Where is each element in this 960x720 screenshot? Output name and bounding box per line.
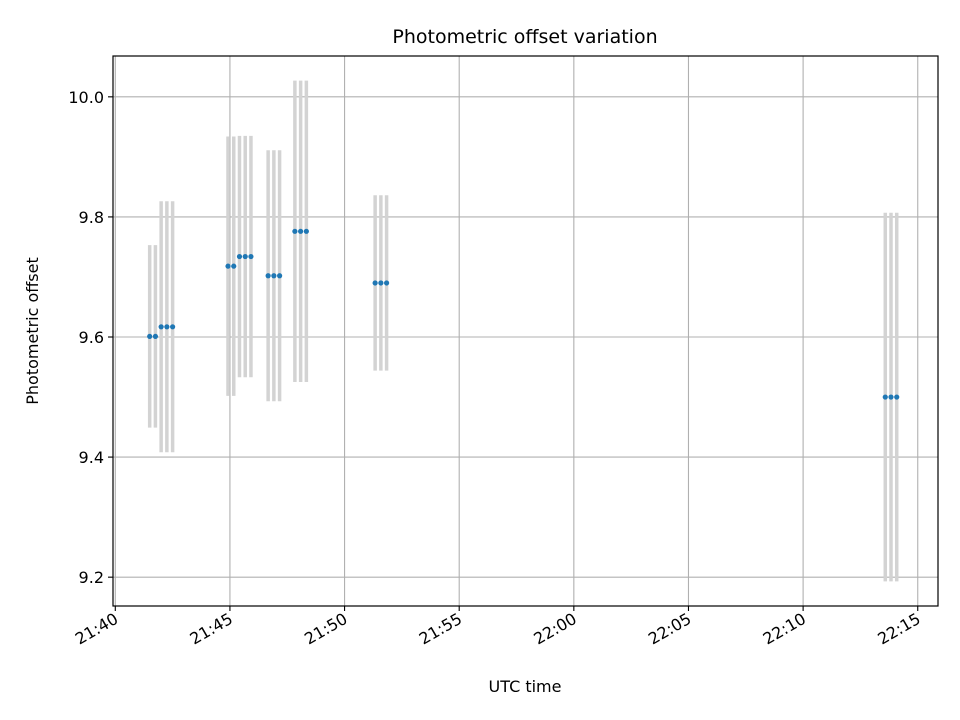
x-tick-label: 21:55 <box>416 609 465 649</box>
y-axis-label: Photometric offset <box>23 257 42 405</box>
data-point <box>292 228 298 234</box>
data-point <box>383 280 390 286</box>
x-tick-label: 22:15 <box>874 609 923 649</box>
x-axis-ticks: 21:40 21:45 21:50 21:55 22:00 22:05 22:10 22:15 <box>72 606 924 649</box>
x-tick-label: 21:45 <box>186 609 235 649</box>
data-point <box>248 253 254 260</box>
data-point <box>888 394 894 400</box>
x-tick-label: 21:40 <box>72 609 121 649</box>
data-point <box>265 273 271 279</box>
y-tick-label: 9.2 <box>79 568 104 587</box>
data-point <box>372 280 378 286</box>
plot-area <box>112 55 939 607</box>
x-tick-label: 22:00 <box>530 609 579 649</box>
y-axis-ticks: 9.2 9.4 9.6 9.8 10.0 <box>68 88 113 587</box>
data-point <box>882 394 888 400</box>
data-point <box>170 324 176 330</box>
data-point <box>152 333 159 340</box>
data-point <box>298 228 304 234</box>
data-point <box>158 324 164 330</box>
data-point <box>225 263 231 269</box>
data-point <box>236 253 243 260</box>
chart-title: Photometric offset variation <box>392 26 657 48</box>
x-tick-label: 21:50 <box>301 609 350 649</box>
x-tick-label: 22:05 <box>645 609 694 649</box>
y-tick-label: 9.8 <box>79 208 104 227</box>
plot-background <box>113 56 938 606</box>
y-tick-label: 10.0 <box>68 88 104 107</box>
data-point <box>164 324 170 330</box>
y-tick-label: 9.4 <box>79 448 104 467</box>
data-point <box>277 273 283 279</box>
data-point <box>231 263 237 269</box>
data-point <box>147 333 153 340</box>
data-point <box>378 280 384 286</box>
y-tick-label: 9.6 <box>79 328 104 347</box>
data-point <box>894 394 900 400</box>
point-layer <box>147 228 900 400</box>
data-point <box>242 253 248 260</box>
data-point <box>303 228 309 234</box>
x-tick-label: 22:10 <box>760 609 809 649</box>
x-axis-label: UTC time <box>489 677 562 696</box>
data-point <box>271 273 277 279</box>
plot-frame <box>112 55 939 607</box>
